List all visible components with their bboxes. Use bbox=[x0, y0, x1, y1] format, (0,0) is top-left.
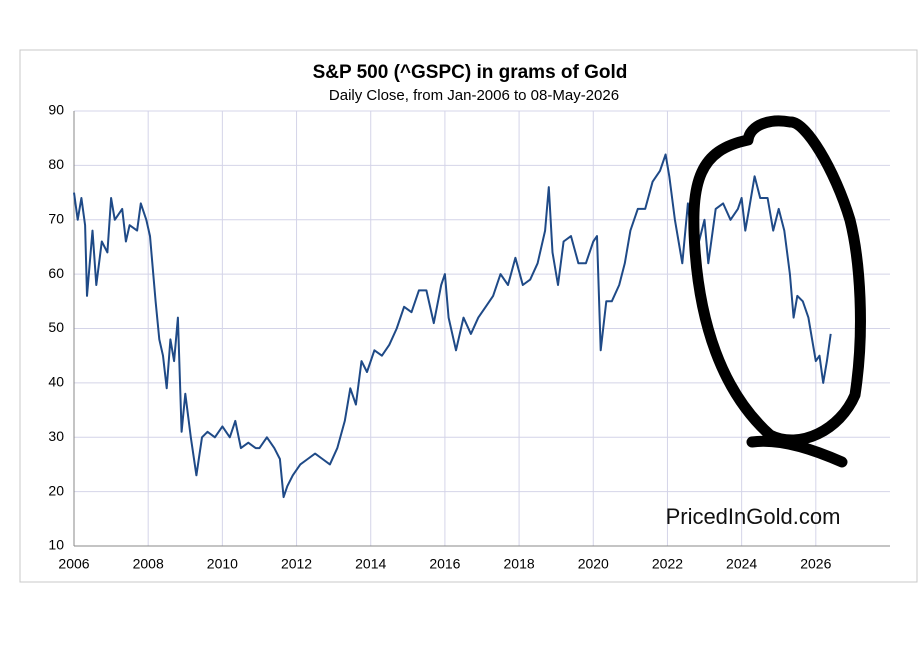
x-tick-label: 2010 bbox=[207, 556, 238, 572]
x-tick-label: 2008 bbox=[133, 556, 164, 572]
chart-subtitle: Daily Close, from Jan-2006 to 08-May-202… bbox=[329, 87, 619, 104]
x-tick-label: 2020 bbox=[578, 556, 609, 572]
y-tick-label: 30 bbox=[48, 428, 64, 444]
y-tick-label: 60 bbox=[48, 265, 64, 281]
y-tick-label: 80 bbox=[48, 156, 64, 172]
y-tick-label: 50 bbox=[48, 319, 64, 335]
frame bbox=[19, 49, 918, 583]
x-tick-label: 2018 bbox=[504, 556, 535, 572]
y-tick-label: 40 bbox=[48, 374, 64, 390]
x-tick-label: 2012 bbox=[281, 556, 312, 572]
hand-drawn-circle bbox=[688, 115, 866, 468]
line-series bbox=[73, 153, 832, 499]
plot-area: 10 20 30 40 50 60 70 80 90 2006 2008 2010 2012 2014 20… bbox=[48, 102, 890, 572]
x-tick-label: 2022 bbox=[652, 556, 683, 572]
x-tick-label: 2016 bbox=[429, 556, 460, 572]
chart-title: S&P 500 (^GSPC) in grams of Gold bbox=[313, 62, 628, 83]
x-tick-label: 2006 bbox=[58, 556, 89, 572]
y-tick-label: 90 bbox=[48, 102, 64, 118]
y-tick-label: 10 bbox=[48, 537, 64, 553]
x-tick-label: 2026 bbox=[800, 556, 831, 572]
x-tick-label: 2014 bbox=[355, 556, 386, 572]
watermark: PricedInGold.com bbox=[666, 504, 841, 529]
x-tick-label: 2024 bbox=[726, 556, 757, 572]
y-tick-label: 70 bbox=[48, 210, 64, 226]
y-tick-label: 20 bbox=[48, 482, 64, 498]
